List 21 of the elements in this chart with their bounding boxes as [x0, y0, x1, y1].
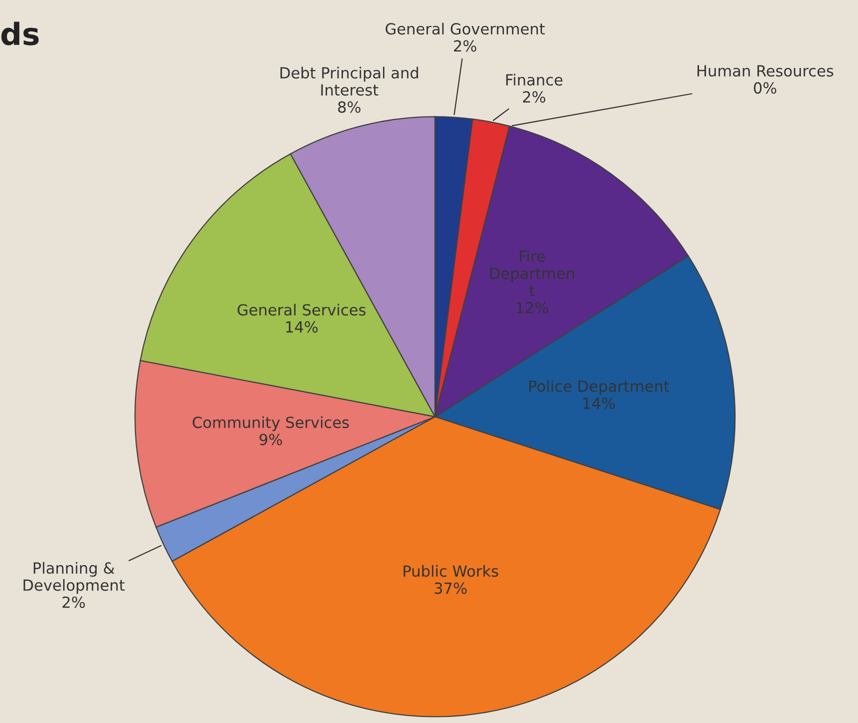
- data-label: 12%: [516, 302, 548, 314]
- text: 0%: [754, 82, 776, 94]
- chart-title: ds: [1, 22, 39, 46]
- slice-label: Finance: [506, 74, 562, 86]
- data-label: 14%: [286, 321, 318, 333]
- slice-label: Planning & Development: [24, 562, 125, 594]
- slice-label: Public Works: [404, 565, 498, 577]
- slice-label: General Government: [386, 22, 545, 35]
- data-label: 37%: [434, 582, 467, 594]
- data-label: 2%: [523, 91, 546, 103]
- slice-label: General Services: [238, 304, 366, 316]
- slice-label: Debt Principal and Interest: [280, 66, 418, 96]
- data-label: 2%: [454, 40, 476, 52]
- slice-label: Community Services: [192, 416, 349, 432]
- slice-label: Fire Departmen t: [490, 250, 574, 296]
- category-label: Human Resources: [698, 65, 834, 77]
- data-label: 8%: [338, 101, 360, 113]
- slice-label: Police Department: [529, 380, 670, 395]
- data-label: 2%: [62, 596, 85, 608]
- data-label: 14%: [583, 397, 615, 410]
- data-label: 9%: [260, 434, 282, 446]
